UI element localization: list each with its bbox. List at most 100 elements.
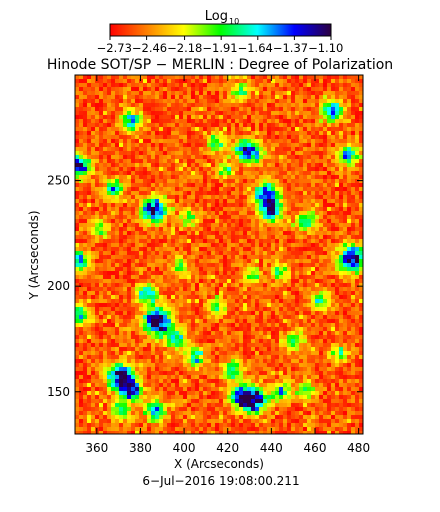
heatmap-cell (243, 143, 247, 147)
heatmap-cell (171, 111, 175, 115)
heatmap-cell (127, 235, 131, 239)
heatmap-cell (163, 91, 167, 95)
heatmap-cell (339, 227, 343, 231)
heatmap-cell (279, 247, 283, 251)
heatmap-cell (95, 239, 99, 243)
heatmap-cell (303, 119, 307, 123)
heatmap-cell (343, 99, 347, 103)
heatmap-cell (355, 243, 359, 247)
heatmap-cell (79, 323, 83, 327)
heatmap-cell (295, 307, 299, 311)
heatmap-cell (255, 323, 259, 327)
heatmap-cell (243, 251, 247, 255)
heatmap-cell (339, 103, 343, 107)
heatmap-cell (139, 99, 143, 103)
heatmap-cell (83, 167, 87, 171)
heatmap-cell (307, 147, 311, 151)
heatmap-cell (111, 199, 115, 203)
heatmap-cell (159, 127, 163, 131)
heatmap-cell (75, 151, 79, 155)
heatmap-cell (219, 295, 223, 299)
heatmap-cell (251, 247, 255, 251)
heatmap-cell (303, 203, 307, 207)
heatmap-cell (83, 351, 87, 355)
heatmap-cell (115, 323, 119, 327)
heatmap-cell (295, 339, 299, 343)
heatmap-cell (267, 315, 271, 319)
heatmap-cell (235, 283, 239, 287)
heatmap-cell (127, 191, 131, 195)
heatmap-cell (323, 179, 327, 183)
heatmap-cell (147, 179, 151, 183)
heatmap-cell (207, 339, 211, 343)
heatmap-cell (291, 75, 295, 79)
heatmap-cell (343, 203, 347, 207)
heatmap-cell (347, 175, 351, 179)
heatmap-cell (299, 119, 303, 123)
heatmap-cell (263, 295, 267, 299)
heatmap-cell (187, 227, 191, 231)
heatmap-cell (203, 183, 207, 187)
heatmap-cell (151, 79, 155, 83)
heatmap-cell (199, 243, 203, 247)
heatmap-cell (235, 99, 239, 103)
heatmap-cell (315, 167, 319, 171)
heatmap-cell (83, 103, 87, 107)
heatmap-cell (107, 291, 111, 295)
heatmap-cell (219, 323, 223, 327)
heatmap-cell (251, 219, 255, 223)
heatmap-cell (87, 247, 91, 251)
heatmap-cell (155, 319, 159, 323)
heatmap-cell (235, 95, 239, 99)
heatmap-cell (115, 295, 119, 299)
heatmap-cell (95, 291, 99, 295)
heatmap-cell (291, 111, 295, 115)
heatmap-cell (107, 171, 111, 175)
heatmap-cell (175, 315, 179, 319)
heatmap-cell (215, 127, 219, 131)
heatmap-cell (107, 303, 111, 307)
heatmap-cell (231, 123, 235, 127)
heatmap-cell (163, 267, 167, 271)
heatmap-cell (143, 243, 147, 247)
heatmap-cell (167, 215, 171, 219)
heatmap-cell (219, 291, 223, 295)
heatmap-cell (159, 183, 163, 187)
heatmap-cell (235, 343, 239, 347)
heatmap-cell (267, 179, 271, 183)
heatmap-cell (263, 199, 267, 203)
heatmap-cell (303, 323, 307, 327)
heatmap-cell (283, 131, 287, 135)
heatmap-cell (167, 327, 171, 331)
heatmap-cell (219, 299, 223, 303)
heatmap-cell (351, 103, 355, 107)
heatmap-cell (115, 147, 119, 151)
heatmap-cell (319, 103, 323, 107)
heatmap-cell (263, 303, 267, 307)
heatmap-cell (315, 203, 319, 207)
heatmap-cell (135, 163, 139, 167)
heatmap-cell (279, 291, 283, 295)
heatmap-cell (147, 311, 151, 315)
heatmap-cell (295, 295, 299, 299)
heatmap-cell (291, 211, 295, 215)
heatmap-cell (187, 123, 191, 127)
heatmap-cell (359, 271, 363, 275)
heatmap-cell (303, 155, 307, 159)
heatmap-cell (155, 123, 159, 127)
heatmap-cell (223, 147, 227, 151)
heatmap-cell (123, 331, 127, 335)
heatmap-cell (359, 279, 363, 283)
heatmap-cell (279, 271, 283, 275)
heatmap-cell (223, 283, 227, 287)
heatmap-cell (259, 327, 263, 331)
heatmap-cell (259, 259, 263, 263)
heatmap-cell (259, 311, 263, 315)
heatmap-cell (327, 267, 331, 271)
heatmap-cell (195, 155, 199, 159)
heatmap-cell (135, 235, 139, 239)
heatmap-cell (259, 175, 263, 179)
heatmap-cell (295, 139, 299, 143)
heatmap-cell (127, 287, 131, 291)
heatmap-cell (343, 207, 347, 211)
